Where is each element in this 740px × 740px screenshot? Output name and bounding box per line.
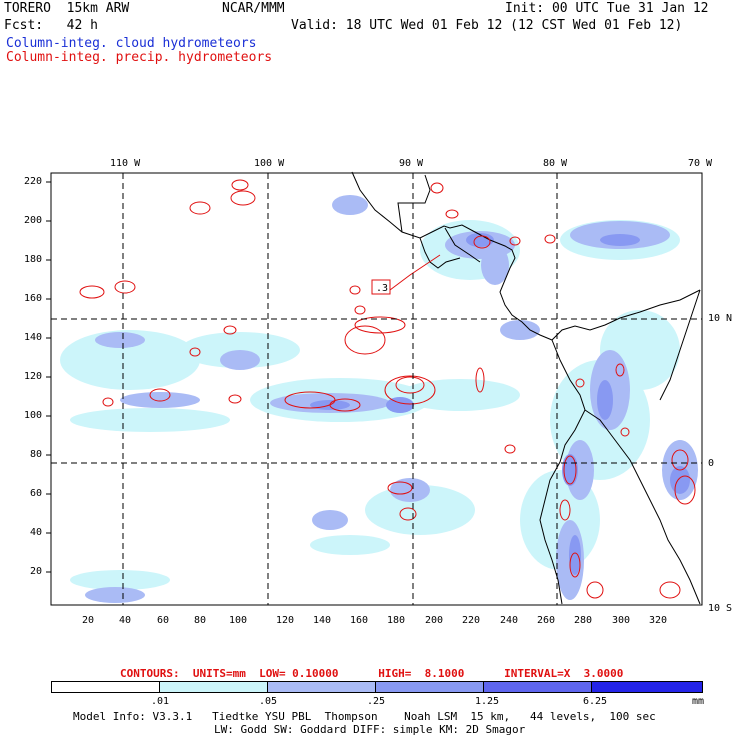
y-tick: 220: [24, 176, 43, 187]
y-tick: 180: [24, 254, 43, 265]
colorbar-swatch: [376, 682, 484, 692]
contour-value-label: .3: [376, 283, 388, 294]
init-time: Init: 00 UTC Tue 31 Jan 12: [505, 1, 709, 16]
precip-contours: [79, 179, 696, 599]
colorbar-swatch: [268, 682, 376, 692]
y-tick: 60: [30, 488, 43, 499]
map-panel: .3: [46, 171, 703, 606]
colorbar-swatch: [52, 682, 160, 692]
x-tick: 120: [276, 615, 295, 626]
y-tick: 140: [24, 332, 43, 343]
x-tick: 280: [574, 615, 593, 626]
valid-time: Valid: 18 UTC Wed 01 Feb 12 (12 CST Wed …: [291, 18, 683, 33]
lat-label-10s: 10 S: [708, 603, 733, 614]
x-tick: 140: [313, 615, 332, 626]
x-tick: 80: [194, 615, 207, 626]
lat-label-0: 0: [708, 458, 715, 469]
colorbar-label: .05: [259, 696, 278, 707]
lat-label-10n: 10 N: [708, 313, 733, 324]
coastline: [351, 171, 701, 605]
cloud-shading: [60, 195, 698, 603]
physics-info: LW: Godd SW: Goddard DIFF: simple KM: 2D…: [214, 723, 526, 736]
y-tick: 160: [24, 293, 43, 304]
lon-label-100w: 100 W: [254, 158, 285, 169]
x-tick: 40: [119, 615, 132, 626]
colorbar-swatch: [592, 682, 702, 692]
lon-label-110w: 110 W: [110, 158, 141, 169]
colorbar-swatch: [160, 682, 268, 692]
lon-label-70w: 70 W: [688, 158, 713, 169]
field-cloud-label: Column-integ. cloud hydrometeors: [6, 36, 257, 51]
x-tick: 20: [82, 615, 95, 626]
contour-info: CONTOURS: UNITS=mm LOW= 0.10000 HIGH= 8.…: [120, 667, 624, 680]
colorbar-label: 1.25: [475, 696, 500, 707]
y-tick: 20: [30, 566, 43, 577]
x-tick: 200: [425, 615, 444, 626]
x-tick: 320: [649, 615, 668, 626]
colorbar-swatch: [484, 682, 592, 692]
x-tick: 60: [157, 615, 170, 626]
x-tick: 100: [229, 615, 248, 626]
y-tick: 200: [24, 215, 43, 226]
x-tick: 180: [387, 615, 406, 626]
map-frame: [50, 172, 703, 606]
institution-label: NCAR/MMM: [222, 1, 285, 16]
colorbar-unit: mm: [692, 696, 705, 707]
lat-lon-grid: [51, 173, 702, 605]
x-tick: 260: [537, 615, 556, 626]
y-tick: 80: [30, 449, 43, 460]
x-tick: 160: [350, 615, 369, 626]
model-info: Model Info: V3.3.1 Tiedtke YSU PBL Thomp…: [73, 710, 656, 723]
contour-value-box: [371, 279, 391, 295]
field-precip-label: Column-integ. precip. hydrometeors: [6, 50, 273, 65]
colorbar-label: 6.25: [583, 696, 608, 707]
colorbar-label: .01: [151, 696, 170, 707]
y-tick: 40: [30, 527, 43, 538]
x-tick: 240: [500, 615, 519, 626]
y-tick: 100: [24, 410, 43, 421]
colorbar: [51, 681, 703, 693]
model-title: TORERO 15km ARW: [4, 1, 130, 16]
x-tick: 300: [612, 615, 631, 626]
forecast-hour: Fcst: 42 h: [4, 18, 98, 33]
lon-label-90w: 90 W: [399, 158, 424, 169]
y-tick: 120: [24, 371, 43, 382]
frame-ticks: [46, 181, 51, 573]
colorbar-label: .25: [367, 696, 386, 707]
lon-label-80w: 80 W: [543, 158, 568, 169]
x-tick: 220: [462, 615, 481, 626]
